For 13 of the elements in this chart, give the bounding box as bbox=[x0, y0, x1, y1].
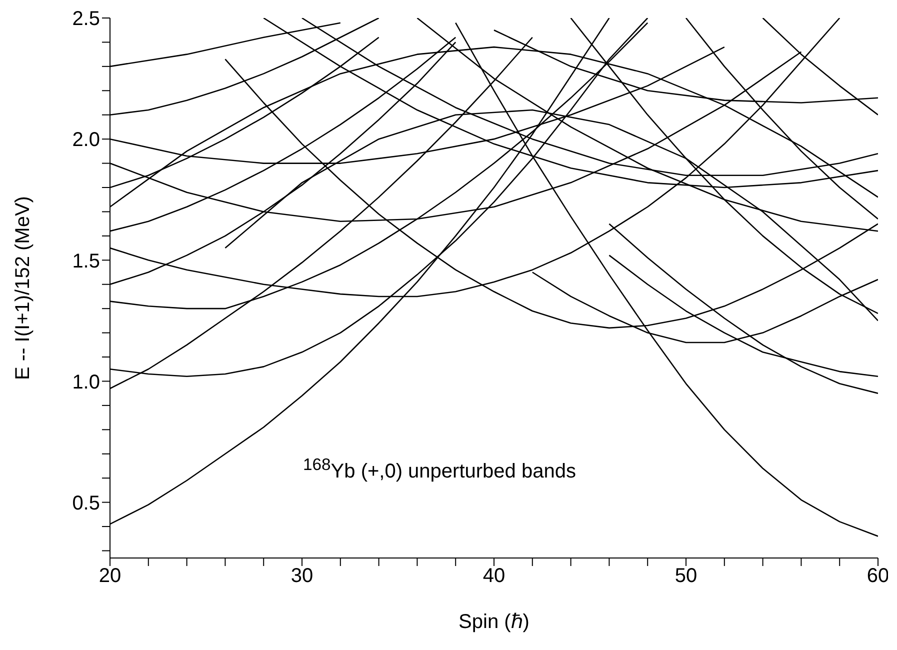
x-tick-label: 30 bbox=[290, 565, 314, 588]
x-axis-title: Spin (ℏ) bbox=[458, 611, 530, 633]
x-tick-label: 40 bbox=[482, 565, 506, 588]
y-tick-label: 1.5 bbox=[72, 250, 100, 272]
x-tick-label: 60 bbox=[866, 565, 890, 588]
y-tick-label: 2.5 bbox=[72, 8, 100, 30]
annotation: $^{168}$Yb (+,0) unperturbed bands bbox=[303, 455, 576, 484]
y-axis-title: E -- I(I+1)/152 (MeV) bbox=[12, 196, 34, 380]
y-tick-label: 1.0 bbox=[72, 371, 100, 394]
x-tick-label: 20 bbox=[98, 565, 122, 588]
y-tick-label: 0.5 bbox=[72, 492, 100, 514]
y-tick-label: 2.0 bbox=[72, 129, 100, 152]
x-tick-label: 50 bbox=[674, 565, 698, 588]
